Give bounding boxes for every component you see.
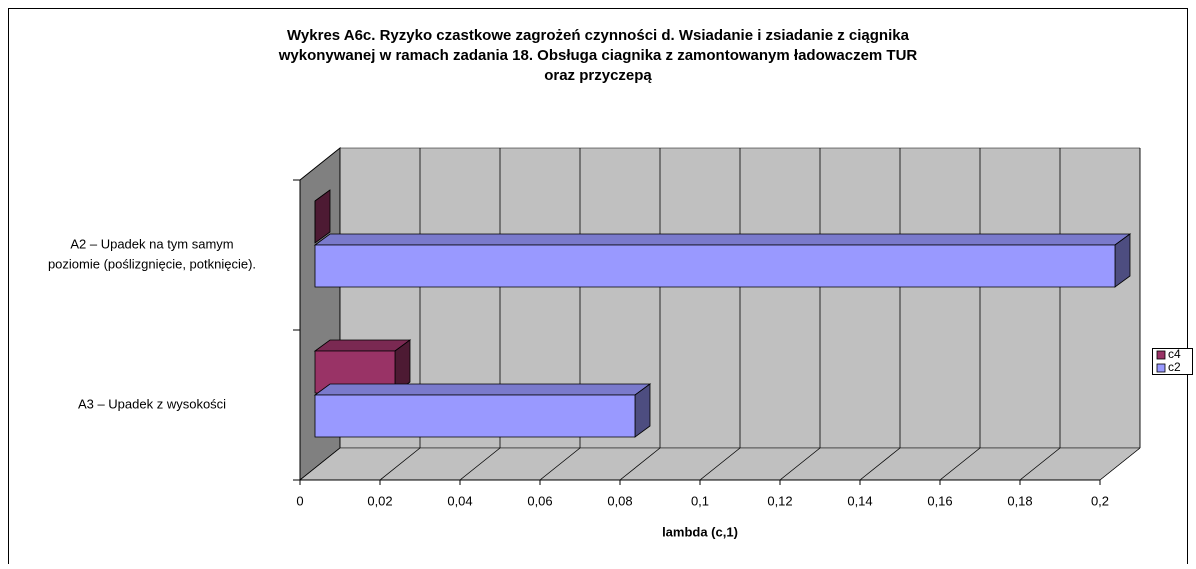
grid-line [1019,447,1061,481]
y-tick-label: poziomie (poślizgnięcie, potknięcie). [48,256,256,271]
bar-face [313,339,412,352]
chart-title: oraz przyczepą [544,67,652,84]
grid-line [859,447,901,481]
bar-face [313,233,1132,246]
x-tick-label: 0,12 [767,493,792,508]
y-tick-label: A2 – Upadek na tym samym [70,236,233,251]
x-tick-label: 0,04 [447,493,472,508]
x-tick-label: 0 [296,493,303,508]
bar-face [314,244,1116,288]
bar [313,233,1132,288]
grid-line [1099,447,1141,481]
bar [314,189,331,244]
x-tick-label: 0,14 [847,493,872,508]
chart-title: Wykres A6c. Ryzyko czastkowe zagrożeń cz… [287,27,910,44]
x-tick-label: 0,1 [691,493,709,508]
y-tick-label: A3 – Upadek z wysokości [78,396,226,411]
legend-label: c4 [1168,347,1181,361]
x-tick-label: 0,08 [607,493,632,508]
bar [313,383,652,438]
grid-line [939,447,981,481]
x-tick-label: 0,16 [927,493,952,508]
grid-line [459,447,501,481]
x-tick-label: 0,06 [527,493,552,508]
chart-title: wykonywanej w ramach zadania 18. Obsługa… [278,47,918,64]
grid-line [619,447,661,481]
bar [313,339,412,394]
grid-line [539,447,581,481]
bar-face [314,394,636,438]
grid-line [299,447,341,481]
bar-face [313,383,652,396]
legend-label: c2 [1168,360,1181,374]
x-axis-label: lambda (c,1) [662,524,738,539]
grid-line [699,447,741,481]
legend-swatch [1156,363,1166,373]
grid-line [379,447,421,481]
grid-line [779,447,821,481]
chart-frame [8,8,1188,564]
legend-swatch [1156,350,1166,360]
x-tick-label: 0,02 [367,493,392,508]
x-tick-label: 0,2 [1091,493,1109,508]
x-tick-label: 0,18 [1007,493,1032,508]
